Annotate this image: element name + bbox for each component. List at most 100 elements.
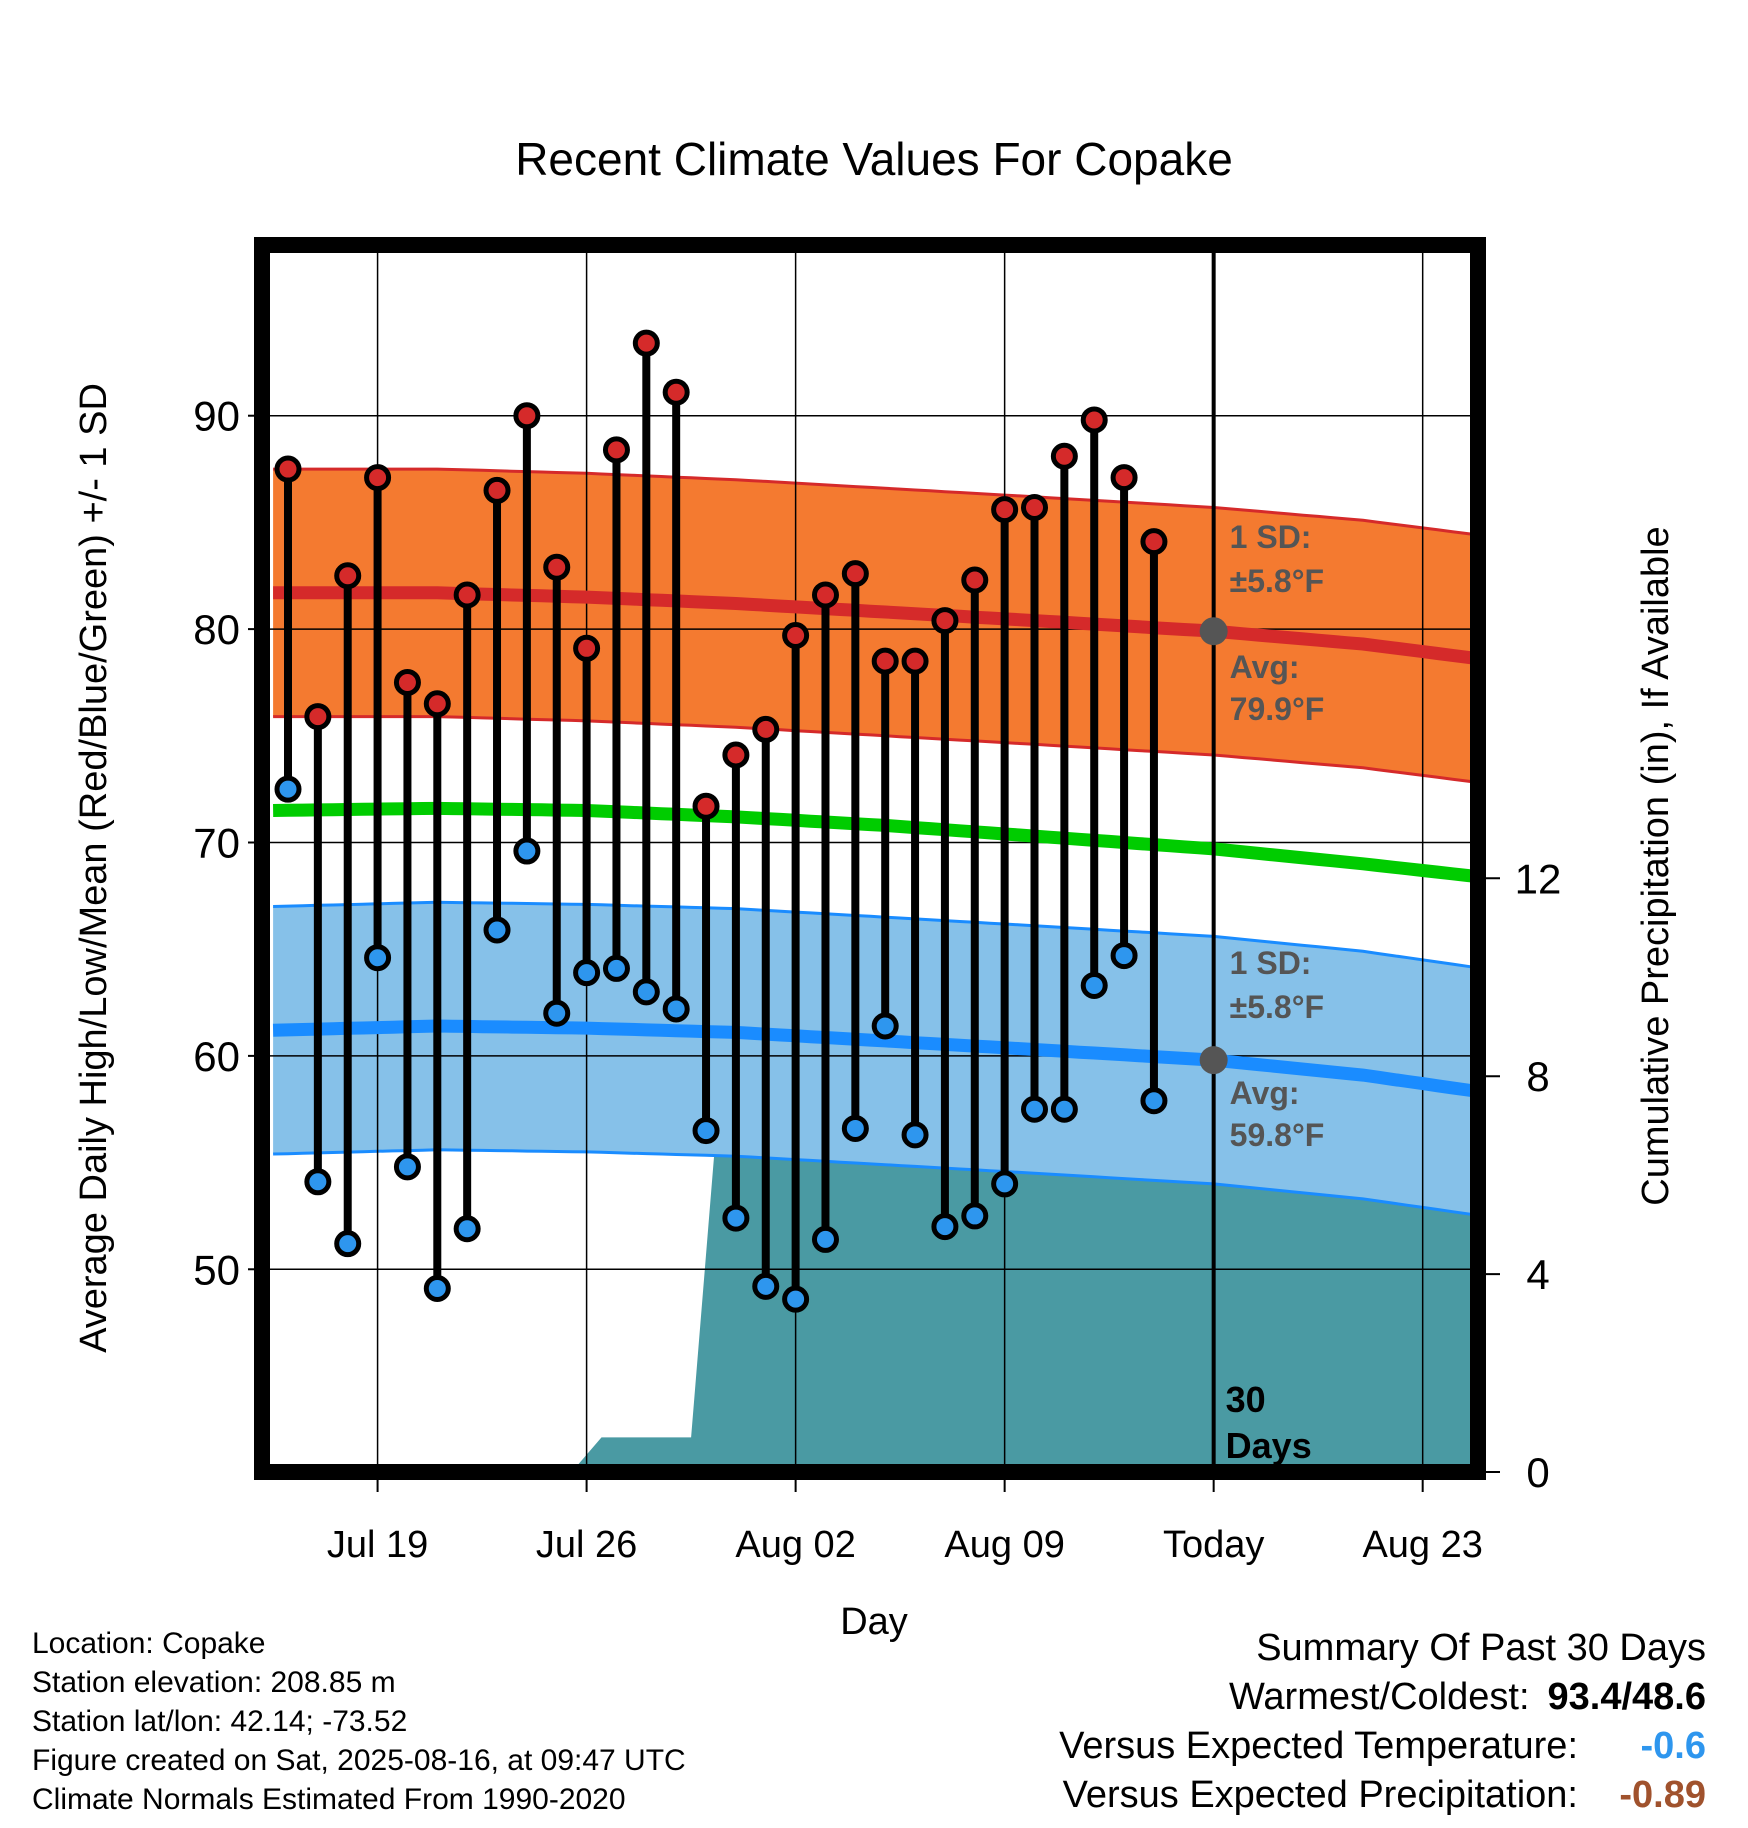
daily-high-point bbox=[1173, 0, 1195, 11]
high-band-upper-edge bbox=[273, 467, 1478, 537]
plot-area: 1 SD: ±5.8°F Avg: 79.9°F 1 SD: ±5.8°F Avg: 59.8… bbox=[193, 0, 1562, 1566]
daily-high-point bbox=[573, 634, 601, 662]
warmest-label: Warmest/Coldest: bbox=[1228, 1676, 1530, 1718]
today-normal-high-marker bbox=[1199, 617, 1228, 646]
daily-low-point bbox=[423, 1274, 451, 1302]
precip-label: Versus Expected Precipitation: bbox=[1062, 1774, 1578, 1816]
daily-high-point bbox=[1110, 464, 1138, 492]
low-sd-band bbox=[273, 902, 1478, 1216]
daily-low-point bbox=[931, 1213, 959, 1241]
x-axis-label: Day bbox=[840, 1601, 908, 1643]
daily-high-point bbox=[811, 581, 839, 609]
created-text: Figure created on Sat, 2025-08-16, at 09… bbox=[32, 1744, 686, 1777]
today-days-word: Days bbox=[1226, 1425, 1312, 1466]
daily-low-point bbox=[393, 1153, 421, 1181]
temp-value: -0.6 bbox=[1640, 1725, 1706, 1767]
daily-low-point bbox=[632, 978, 660, 1006]
y-axis-label: Average Daily High/Low/Mean (Red/Blue/Gr… bbox=[73, 383, 115, 1353]
temp-label: Versus Expected Temperature: bbox=[1059, 1725, 1578, 1767]
y-tick-label: 80 bbox=[193, 606, 240, 653]
low-sd-label: 1 SD: bbox=[1230, 945, 1312, 981]
daily-low-point bbox=[961, 1202, 989, 1230]
daily-low-point bbox=[513, 837, 541, 865]
daily-low-point bbox=[1021, 1095, 1048, 1123]
low-avg-label: Avg: bbox=[1230, 1075, 1300, 1111]
daily-high-point bbox=[931, 607, 959, 635]
low-sd-value: ±5.8°F bbox=[1230, 989, 1324, 1025]
daily-high-point bbox=[483, 476, 511, 504]
low-average-line bbox=[272, 1019, 1478, 1099]
x-tick-label: Jul 19 bbox=[327, 1524, 428, 1566]
summary-warmest-row: Warmest/Coldest: 93.4/48.6 bbox=[1059, 1673, 1706, 1722]
precip-value: -0.89 bbox=[1619, 1774, 1706, 1816]
daily-high-point bbox=[274, 455, 302, 483]
summary-title: Summary Of Past 30 Days bbox=[1256, 1627, 1706, 1669]
daily-low-point bbox=[602, 954, 630, 982]
x-tick-label: Aug 02 bbox=[735, 1524, 855, 1566]
daily-low-point bbox=[662, 995, 690, 1023]
daily-low-point bbox=[304, 1168, 332, 1196]
high-sd-band bbox=[273, 469, 1478, 783]
daily-low-point bbox=[692, 1117, 720, 1145]
y-tick-label: 60 bbox=[193, 1033, 240, 1080]
warmest-value: 93.4/48.6 bbox=[1547, 1676, 1706, 1718]
daily-low-point bbox=[543, 999, 571, 1027]
daily-low-point bbox=[334, 1230, 362, 1258]
daily-low-point bbox=[364, 944, 392, 972]
daily-high-point bbox=[453, 581, 481, 609]
y-tick-label: 90 bbox=[193, 393, 240, 440]
station-info: Location: Copake Station elevation: 208.… bbox=[32, 1624, 686, 1819]
daily-high-point bbox=[722, 741, 750, 769]
y2-tick-label: 0 bbox=[1526, 1449, 1549, 1496]
high-avg-label: Avg: bbox=[1230, 649, 1300, 685]
x-tick-label: Aug 09 bbox=[944, 1524, 1064, 1566]
daily-high-point bbox=[991, 496, 1019, 524]
daily-low-point bbox=[752, 1272, 780, 1300]
daily-high-point bbox=[752, 715, 780, 743]
daily-high-point bbox=[1140, 528, 1168, 556]
daily-high-point bbox=[334, 562, 362, 590]
latlon-text: Station lat/lon: 42.14; -73.52 bbox=[32, 1705, 408, 1738]
daily-high-point bbox=[1080, 406, 1108, 434]
daily-low-point bbox=[573, 959, 601, 987]
daily-high-point bbox=[841, 560, 869, 588]
low-avg-value: 59.8°F bbox=[1230, 1117, 1325, 1153]
daily-low-point bbox=[841, 1114, 869, 1142]
y2-tick-label: 12 bbox=[1515, 855, 1562, 902]
today-days-label: 30 Days bbox=[1226, 1379, 1312, 1466]
daily-low-point bbox=[722, 1204, 750, 1232]
high-sd-value: ±5.8°F bbox=[1230, 563, 1324, 599]
daily-high-point bbox=[513, 402, 541, 430]
daily-high-point bbox=[692, 792, 720, 820]
daily-high-point bbox=[304, 703, 332, 731]
high-avg-value: 79.9°F bbox=[1230, 691, 1325, 727]
plot-frame bbox=[254, 237, 1486, 1480]
daily-high-point bbox=[782, 622, 810, 650]
daily-low-point bbox=[1173, 0, 1195, 11]
daily-low-point bbox=[1140, 1087, 1168, 1115]
daily-low-point bbox=[483, 916, 511, 944]
y-tick-label: 50 bbox=[193, 1246, 240, 1293]
daily-high-point bbox=[632, 329, 660, 357]
daily-low-point bbox=[453, 1215, 481, 1243]
daily-low-point bbox=[871, 1012, 899, 1040]
x-tick-label: Today bbox=[1163, 1524, 1264, 1566]
daily-low-point bbox=[811, 1225, 839, 1253]
low-band-lower-edge bbox=[273, 1148, 1478, 1217]
summary-precip-row: Versus Expected Precipitation: -0.89 bbox=[1059, 1771, 1706, 1820]
today-days-number: 30 bbox=[1226, 1379, 1266, 1420]
daily-low-point bbox=[1050, 1095, 1078, 1123]
daily-high-point bbox=[423, 690, 451, 718]
daily-high-point bbox=[961, 566, 989, 594]
location-text: Location: Copake bbox=[32, 1627, 266, 1660]
daily-high-point bbox=[901, 647, 929, 675]
daily-low-point bbox=[901, 1121, 929, 1149]
daily-low-point bbox=[782, 1285, 810, 1313]
y-tick-label: 70 bbox=[193, 819, 240, 866]
elevation-text: Station elevation: 208.85 m bbox=[32, 1666, 396, 1699]
today-normal-low-marker bbox=[1199, 1046, 1228, 1075]
y2-axis-label: Cumulative Precipitation (in), If Availa… bbox=[1635, 526, 1677, 1205]
y2-tick-label: 8 bbox=[1526, 1053, 1549, 1100]
daily-low-point bbox=[1110, 942, 1138, 970]
